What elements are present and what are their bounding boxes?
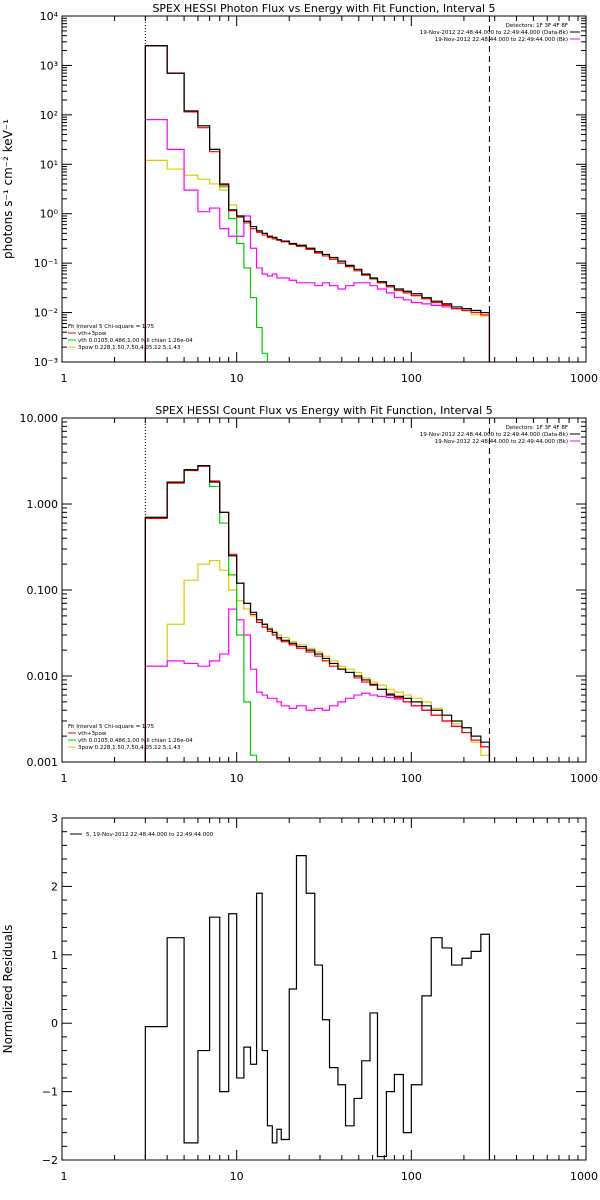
x-tick-label: 1	[61, 1170, 68, 1183]
series-vth-3pow	[144, 45, 491, 362]
y-tick-label: 10.000	[20, 412, 59, 425]
y-tick-label: 0	[51, 1017, 58, 1030]
y-tick-label: 2	[51, 880, 58, 893]
x-tick-label: 10	[230, 1170, 244, 1183]
y-tick-label: 0.001	[27, 756, 59, 769]
y-tick-label: 10¹	[40, 158, 58, 171]
y-axis-label: photons s⁻¹ cm⁻² keV⁻¹	[1, 119, 15, 259]
x-tick-label: 1	[61, 372, 68, 385]
legend-entry: 5, 19-Nov-2012 22:48:44.000 to 22:49:44.…	[86, 832, 214, 838]
plot-frame	[61, 817, 587, 1161]
y-tick-label: 10³	[40, 59, 58, 72]
x-tick-label: 100	[401, 372, 422, 385]
legend-fit-info: Fit Interval 5 Chi-square = 1.75	[68, 724, 155, 730]
y-axis-label: Normalized Residuals	[1, 925, 15, 1054]
legend-detectors: Detectors: 1F 3F 4F 8F	[506, 23, 568, 29]
plot-frame	[61, 15, 587, 363]
series-group	[144, 45, 491, 362]
y-tick-label: −1	[42, 1086, 58, 1099]
series-vth-3pow	[144, 465, 491, 762]
legend-bottom-left: Fit Interval 5 Chi-square = 1.75vth+3pow…	[68, 324, 193, 351]
y-axis: 10⁻³ 10⁻² 10⁻¹ 10⁰ 10¹ 10² 10³ 10⁴	[34, 10, 586, 369]
y-tick-label: 3	[51, 812, 58, 825]
x-tick-label: 1000	[570, 372, 598, 385]
x-tick-label: 1	[61, 772, 68, 785]
x-tick-label: 10	[230, 372, 244, 385]
series-vth	[144, 45, 269, 362]
legend-fit-info: Fit Interval 5 Chi-square = 1.75	[68, 324, 155, 330]
series-group	[144, 464, 491, 762]
y-axis: 0.001 0.010 0.100 1.000 10.000	[20, 412, 586, 769]
legend-entry: vth+3pow	[78, 731, 107, 737]
y-tick-label: 1	[51, 949, 58, 962]
legend-entry: 3pow 0.228,1.50,7.50,4.05,12.5,1.43	[78, 745, 181, 751]
legend-entry: vth+3pow	[78, 331, 107, 337]
y-tick-label: 1.000	[27, 498, 59, 511]
x-axis: 1 10 100 1000	[61, 418, 598, 785]
legend-entry: 19-Nov-2012 22:48:44.000 to 22:49:44.000…	[420, 432, 568, 438]
legend-entry: 19-Nov-2012 22:48:44.000 to 22:49:44.000…	[435, 439, 568, 445]
x-axis: 1 10 100 1000	[61, 16, 598, 385]
legend-entry: 19-Nov-2012 22:48:44.000 to 22:49:44.000…	[435, 37, 568, 43]
series-3pow	[144, 559, 491, 762]
x-tick-label: 1000	[570, 772, 598, 785]
y-axis: −2 −1 0 1 2 3	[42, 812, 586, 1167]
y-tick-label: 10⁻³	[34, 356, 58, 369]
legend-detectors: Detectors: 1F 3F 4F 8F	[506, 425, 568, 431]
panel-2: 1 10 100 1000 0.001 0.010 0.100 1.000 10.000 SPEX…	[20, 404, 599, 785]
legend-bottom-left: Fit Interval 5 Chi-square = 1.75vth+3pow…	[68, 724, 193, 751]
series-vth	[144, 464, 258, 762]
y-tick-label: −2	[42, 1154, 58, 1167]
chart-title: SPEX HESSI Count Flux vs Energy with Fit…	[155, 404, 492, 417]
y-tick-label: 10⁴	[40, 10, 59, 23]
legend-entry: vth 0.0105,0.486,1.00 full chian 1.26e-0…	[78, 338, 193, 344]
legend-entry: 19-Nov-2012 22:48:44.000 to 22:49:44.000…	[420, 30, 568, 36]
series-bk	[144, 119, 491, 362]
x-tick-label: 100	[401, 1170, 422, 1183]
y-tick-label: 10⁰	[40, 208, 59, 221]
series-group	[144, 855, 491, 1160]
series-bk	[144, 608, 491, 762]
y-tick-label: 10⁻²	[34, 307, 58, 320]
y-tick-label: 0.010	[27, 670, 59, 683]
series-residuals	[144, 855, 491, 1160]
legend-entry: 3pow 0.228,1.50,7.50,4.05,12.5,1.43	[78, 345, 181, 351]
series-data-bk	[144, 45, 491, 362]
x-tick-label: 10	[230, 772, 244, 785]
y-tick-label: 10⁻¹	[34, 257, 58, 270]
x-tick-label: 1000	[570, 1170, 598, 1183]
chart-title: SPEX HESSI Photon Flux vs Energy with Fi…	[152, 2, 495, 15]
legend-top-left: 5, 19-Nov-2012 22:48:44.000 to 22:49:44.…	[70, 832, 214, 838]
series-data-bk	[144, 464, 491, 762]
x-axis: 1 10 100 1000	[61, 818, 598, 1183]
legend-entry: vth 0.0105,0.486,1.00 full chian 1.26e-0…	[78, 738, 193, 744]
y-tick-label: 10²	[40, 109, 58, 122]
y-tick-label: 0.100	[27, 584, 59, 597]
panel-3: 1 10 100 1000 −2 −1 0 1 2 3 Normalized Residuals 5,…	[1, 812, 598, 1183]
x-tick-label: 100	[401, 772, 422, 785]
panel-1: 1 10 100 1000 10⁻³ 10⁻² 10⁻¹ 10⁰ 10¹ 10² 10³ 10⁴ SPE…	[1, 2, 598, 385]
